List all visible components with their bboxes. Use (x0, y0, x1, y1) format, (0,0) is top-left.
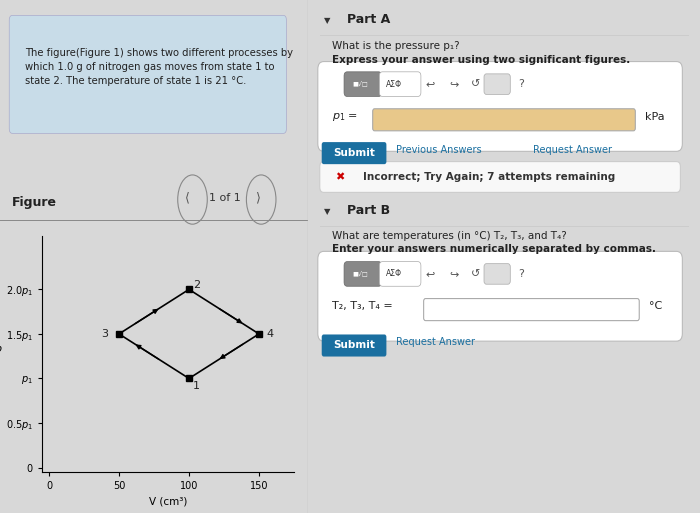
Text: ■√□: ■√□ (353, 270, 368, 277)
Text: ▼: ▼ (323, 16, 330, 25)
Text: 1: 1 (193, 381, 200, 390)
Text: 1 of 1: 1 of 1 (209, 193, 241, 203)
Text: Enter your answers numerically separated by commas.: Enter your answers numerically separated… (332, 244, 655, 254)
Text: Part A: Part A (347, 13, 391, 26)
Text: ↩: ↩ (426, 269, 435, 279)
Text: °C: °C (649, 301, 662, 311)
Text: ▼: ▼ (323, 207, 330, 216)
Text: ■√□: ■√□ (353, 81, 368, 87)
FancyBboxPatch shape (322, 334, 386, 357)
FancyBboxPatch shape (318, 251, 682, 341)
Text: Previous Answers: Previous Answers (396, 145, 482, 155)
Text: $p_1$ =: $p_1$ = (332, 111, 358, 123)
Text: Submit: Submit (333, 148, 375, 158)
Text: 3: 3 (101, 329, 108, 339)
Text: ✖: ✖ (335, 172, 345, 182)
FancyBboxPatch shape (9, 15, 286, 133)
Text: Incorrect; Try Again; 7 attempts remaining: Incorrect; Try Again; 7 attempts remaini… (363, 172, 615, 182)
Text: AΣΦ: AΣΦ (386, 80, 402, 89)
FancyBboxPatch shape (484, 264, 510, 284)
Text: Submit: Submit (333, 340, 375, 350)
Text: ↪: ↪ (449, 79, 459, 89)
Text: ↪: ↪ (449, 269, 459, 279)
Y-axis label: p: p (0, 344, 1, 354)
Text: Express your answer using two significant figures.: Express your answer using two significan… (332, 54, 630, 65)
FancyBboxPatch shape (344, 262, 382, 286)
Text: ↩: ↩ (426, 79, 435, 89)
Text: Request Answer: Request Answer (533, 145, 612, 155)
Text: ↺: ↺ (470, 269, 480, 279)
Text: T₂, T₃, T₄ =: T₂, T₃, T₄ = (332, 301, 392, 311)
Text: AΣΦ: AΣΦ (386, 269, 402, 279)
Text: Part B: Part B (347, 205, 391, 218)
Text: ⟩: ⟩ (256, 191, 260, 204)
Text: ?: ? (518, 269, 524, 279)
FancyBboxPatch shape (344, 72, 382, 96)
FancyBboxPatch shape (318, 62, 682, 151)
Text: What is the pressure p₁?: What is the pressure p₁? (332, 41, 459, 51)
FancyBboxPatch shape (322, 142, 386, 164)
Text: 4: 4 (266, 329, 273, 339)
Text: kPa: kPa (645, 111, 665, 122)
FancyBboxPatch shape (379, 72, 421, 96)
Text: Request Answer: Request Answer (396, 337, 475, 347)
Text: ⟨: ⟨ (185, 191, 190, 204)
Text: 2: 2 (193, 280, 200, 290)
FancyBboxPatch shape (372, 109, 636, 131)
FancyBboxPatch shape (379, 262, 421, 286)
FancyBboxPatch shape (484, 74, 510, 94)
Text: What are temperatures (in °C) T₂, T₃, and T₄?: What are temperatures (in °C) T₂, T₃, an… (332, 230, 566, 241)
FancyBboxPatch shape (320, 162, 680, 192)
Text: ↺: ↺ (470, 79, 480, 89)
FancyBboxPatch shape (424, 299, 639, 321)
Text: The figure(Figure 1) shows two different processes by
which 1.0 g of nitrogen ga: The figure(Figure 1) shows two different… (25, 48, 293, 86)
X-axis label: V (cm³): V (cm³) (149, 497, 187, 506)
Text: Figure: Figure (13, 196, 57, 209)
Text: ?: ? (518, 79, 524, 89)
